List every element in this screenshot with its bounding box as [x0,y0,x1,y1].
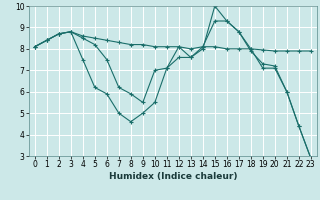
X-axis label: Humidex (Indice chaleur): Humidex (Indice chaleur) [108,172,237,181]
